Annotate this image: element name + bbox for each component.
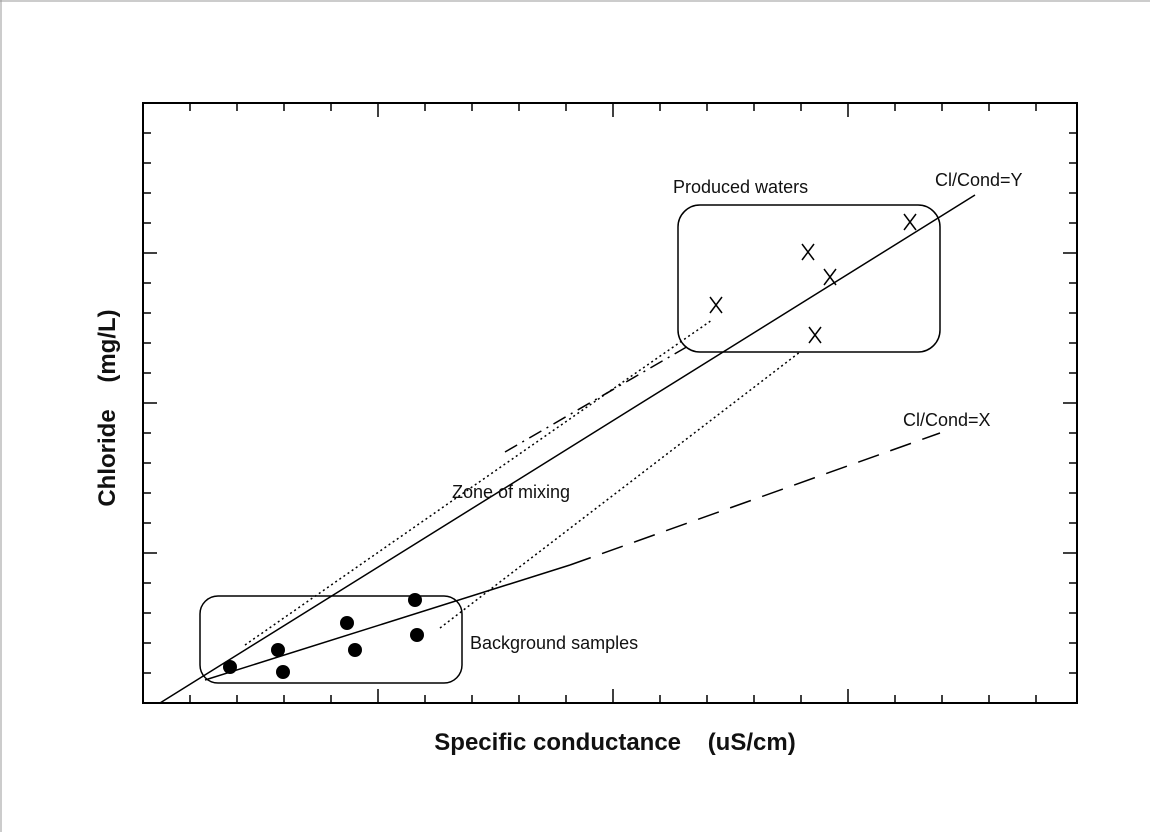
produced-box xyxy=(677,204,941,353)
label-background: Background samples xyxy=(470,633,638,653)
cross xyxy=(801,243,815,261)
point xyxy=(348,643,362,657)
label-produced: Produced waters xyxy=(673,177,808,197)
point xyxy=(340,616,354,630)
cross xyxy=(903,213,917,231)
y-axis-title: Chloride (mg/L) xyxy=(94,309,121,506)
plot-box xyxy=(142,102,1078,704)
ticks xyxy=(143,103,1077,703)
x-axis-title: Specific conductance (uS/cm) xyxy=(434,729,795,756)
label-cond-x: Cl/Cond=X xyxy=(903,410,991,430)
point xyxy=(223,660,237,674)
line-y xyxy=(159,194,976,704)
line-x-solid xyxy=(204,564,571,681)
cross xyxy=(808,326,822,344)
cross xyxy=(709,296,723,314)
produced-points xyxy=(709,213,917,344)
background-points xyxy=(223,593,424,679)
mixing-line-dashdot xyxy=(504,344,691,453)
point xyxy=(276,665,290,679)
point xyxy=(408,593,422,607)
label-mixing: Zone of mixing xyxy=(452,482,570,502)
mixing-line-lower xyxy=(439,351,801,629)
point xyxy=(410,628,424,642)
label-cond-y: Cl/Cond=Y xyxy=(935,170,1023,190)
point xyxy=(271,643,285,657)
line-x-dashed xyxy=(569,432,941,566)
cross xyxy=(823,268,837,286)
